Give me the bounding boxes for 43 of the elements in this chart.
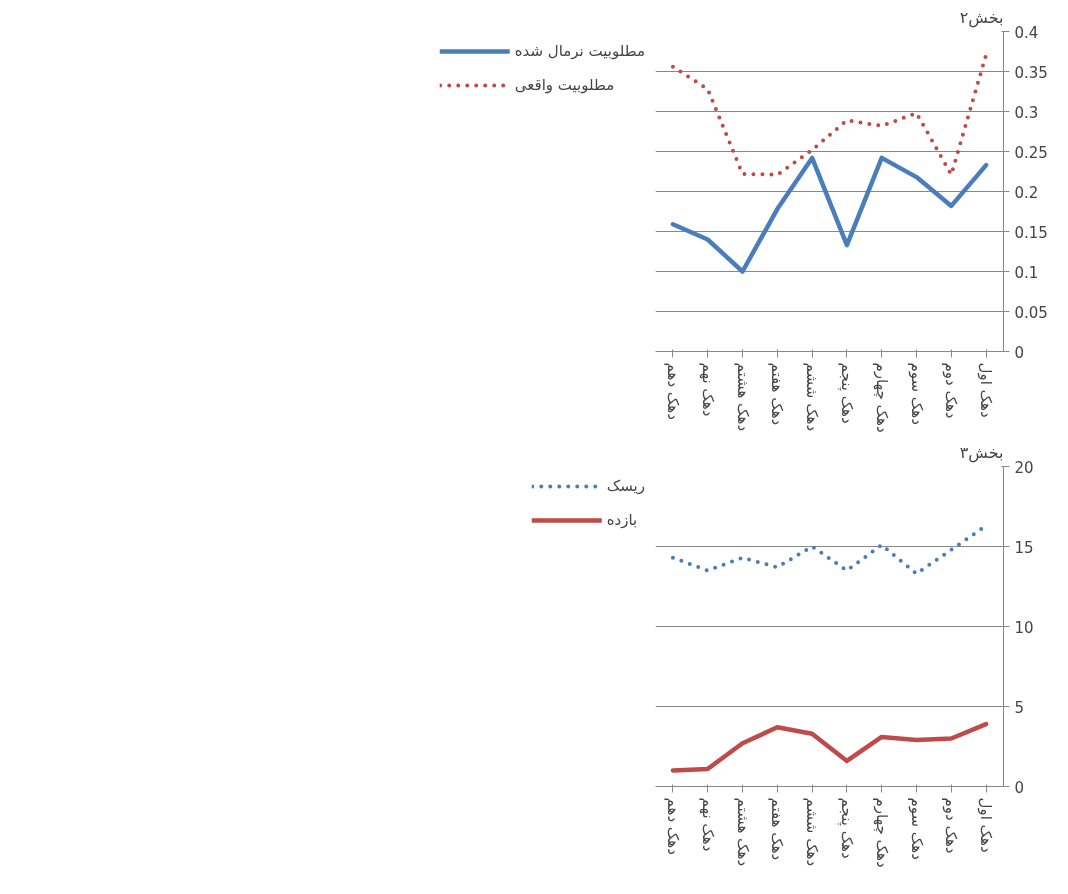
x-tick-label: دهک دوم — [942, 362, 961, 419]
x-tick-label: دهک چهارم — [872, 362, 891, 433]
x-tick-label: دهک نهم — [698, 362, 717, 417]
y-tick-label: 0 — [1014, 778, 1025, 797]
line-series — [670, 52, 989, 177]
x-tick-label: دهک چهارم — [872, 797, 891, 868]
y-tick-label: 0.3 — [1014, 103, 1039, 122]
x-tick-label: دهک اول — [977, 362, 996, 418]
legend-label: مطلوبیت واقعی — [514, 76, 615, 94]
x-tick-label: دهک ششم — [803, 797, 822, 867]
x-tick-label: دهک سوم — [907, 362, 926, 425]
y-tick-label: 0.2 — [1014, 183, 1039, 202]
x-tick-label: دهک دوم — [942, 797, 961, 854]
chart-title: بخش۳ — [959, 442, 1004, 463]
legend-label: ریسک — [606, 477, 645, 495]
legend-label: بازده — [606, 511, 638, 529]
x-tick-label: دهک دهم — [663, 797, 682, 855]
y-tick-label: 0.35 — [1014, 63, 1048, 82]
x-tick-label: دهک هفتم — [768, 797, 787, 861]
y-tick-label: 0.15 — [1014, 223, 1048, 242]
y-tick-label: 0.1 — [1014, 263, 1039, 282]
x-tick-label: دهک هفتم — [768, 362, 787, 426]
y-tick-label: 0.05 — [1014, 303, 1048, 322]
x-tick-label: دهک نهم — [698, 797, 717, 852]
x-tick-label: دهک دهم — [663, 362, 682, 420]
x-tick-label: دهک اول — [977, 797, 996, 853]
y-tick-label: 0.25 — [1014, 143, 1048, 162]
y-tick-label: 5 — [1014, 698, 1025, 717]
y-tick-label: 10 — [1014, 618, 1034, 637]
line-series — [670, 721, 989, 773]
y-tick-label: 0.4 — [1014, 23, 1039, 42]
x-tick-label: دهک هشتم — [733, 797, 752, 867]
x-tick-label: دهک پنجم — [836, 362, 856, 424]
y-tick-label: 0 — [1014, 343, 1025, 362]
legend-label: مطلوبیت نرمال شده — [514, 42, 645, 60]
x-tick-label: دهک پنجم — [836, 797, 856, 859]
chart-title: بخش۲ — [959, 7, 1004, 28]
x-tick-label: دهک هشتم — [733, 362, 752, 432]
x-tick-label: دهک ششم — [803, 362, 822, 432]
line-series — [670, 155, 989, 274]
x-tick-label: دهک سوم — [907, 797, 926, 860]
y-tick-label: 20 — [1014, 458, 1034, 477]
y-tick-label: 15 — [1014, 538, 1034, 557]
